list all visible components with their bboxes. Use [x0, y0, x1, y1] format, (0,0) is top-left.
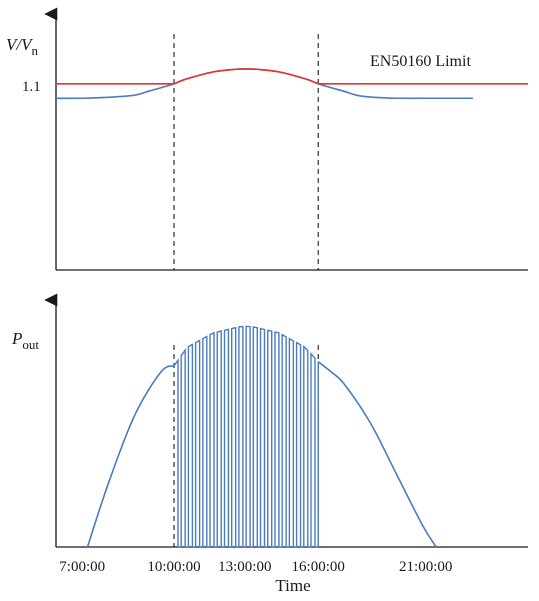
bottom-power-fall — [317, 361, 437, 548]
top-limit-line — [56, 68, 529, 85]
top-vlines — [173, 34, 319, 270]
bottom-x-axis-label: Time — [275, 576, 310, 595]
bottom-series — [86, 325, 437, 548]
bottom-power-rise — [86, 365, 175, 548]
svg-text:V/Vn: V/Vn — [6, 35, 39, 58]
x-tick-label-2: 10:00:00 — [147, 559, 200, 575]
top-chart: V/Vn 1.1 EN50160 Limit — [6, 7, 529, 271]
limit-annotation: EN50160 Limit — [370, 53, 471, 70]
svg-text:Pout: Pout — [11, 329, 39, 352]
top-y-axis-label: V/Vn — [6, 35, 39, 58]
bottom-power-curtailment — [173, 325, 319, 548]
bottom-ylabel-main: P — [11, 329, 22, 348]
bottom-x-tick-labels: 7:00:00 10:00:00 13:00:00 16:00:00 21:00:00 — [59, 559, 452, 575]
x-tick-label-1: 7:00:00 — [59, 559, 105, 575]
top-y-tick-label: 1.1 — [22, 79, 41, 95]
bottom-chart: Pout 7:00:00 10:00:00 13:00:00 16:00:00 21:0… — [11, 293, 528, 595]
bottom-y-axis-label: Pout — [11, 329, 39, 352]
x-tick-label-3: 13:00:00 — [218, 559, 271, 575]
bottom-ylabel-sub: out — [22, 337, 39, 352]
top-ylabel-main: V/V — [6, 35, 34, 54]
top-series — [55, 68, 529, 100]
top-ylabel-sub: n — [32, 43, 39, 58]
x-tick-label-4: 16:00:00 — [292, 559, 345, 575]
x-tick-label-5: 21:00:00 — [399, 559, 452, 575]
